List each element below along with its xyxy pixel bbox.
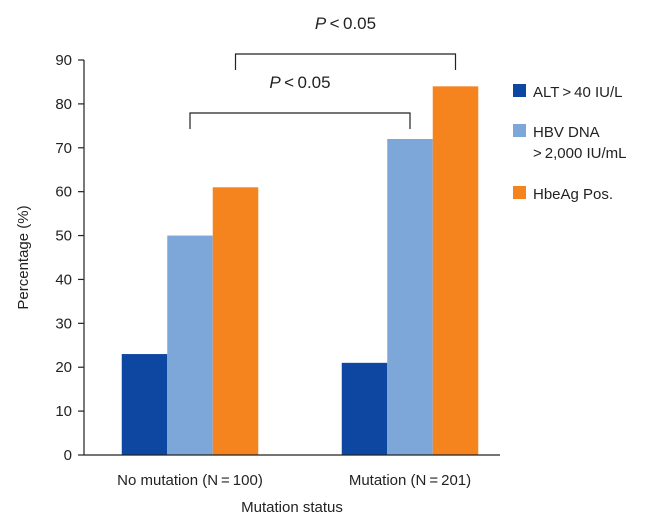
x-axis-categories: No mutation (N = 100) Mutation (N = 201)	[117, 472, 471, 489]
axes	[83, 60, 500, 456]
y-tick-label: 50	[55, 228, 72, 245]
significance-brackets: P < 0.05P < 0.05	[189, 14, 457, 129]
legend: ALT > 40 IU/L HBV DNA > 2,000 IU/mL HbeAg P…	[513, 84, 626, 203]
bars	[121, 86, 479, 455]
p-symbol: P	[269, 73, 281, 92]
y-axis-ticks: 0 10 20 30 40 50 60 70 80 90	[55, 52, 84, 464]
bar-no-mutation-series-2	[167, 235, 213, 455]
significance-label: P < 0.05	[269, 73, 330, 92]
bar-mutation-series-1	[341, 362, 388, 455]
y-tick-label: 70	[55, 140, 72, 157]
legend-swatch	[513, 124, 526, 137]
bar-no-mutation-series-1	[121, 354, 168, 455]
bar-mutation-series-2	[387, 139, 433, 455]
y-tick-label: 20	[55, 359, 72, 376]
legend-label: > 2,000 IU/mL	[533, 145, 626, 162]
y-tick-label: 80	[55, 96, 72, 113]
legend-swatch	[513, 186, 526, 199]
legend-swatch	[513, 84, 526, 97]
y-tick-label: 60	[55, 184, 72, 201]
y-tick-label: 10	[55, 403, 72, 420]
significance-bracket	[189, 112, 411, 129]
bar-no-mutation-series-3	[212, 187, 259, 455]
x-category-label: No mutation (N = 100)	[117, 472, 263, 489]
legend-label: ALT > 40 IU/L	[533, 84, 623, 101]
significance-bracket	[234, 53, 457, 70]
y-axis-label: Percentage (%)	[15, 205, 32, 309]
significance-label: P < 0.05	[315, 14, 376, 33]
y-tick-label: 0	[64, 447, 72, 464]
p-threshold: < 0.05	[326, 14, 376, 33]
legend-label: HBV DNA	[533, 124, 600, 141]
y-tick-label: 90	[55, 52, 72, 69]
p-symbol: P	[315, 14, 327, 33]
y-tick-label: 30	[55, 315, 72, 332]
x-axis-label: Mutation status	[241, 499, 343, 516]
legend-label: HbeAg Pos.	[533, 186, 613, 203]
bar-mutation-series-3	[432, 86, 479, 455]
p-threshold: < 0.05	[281, 73, 331, 92]
y-tick-label: 40	[55, 271, 72, 288]
x-category-label: Mutation (N = 201)	[349, 472, 471, 489]
